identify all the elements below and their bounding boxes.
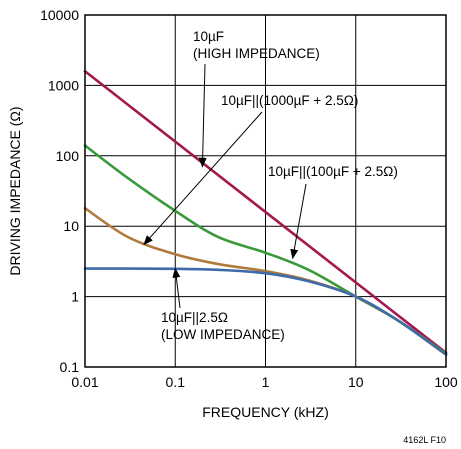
x-tick-label: 100 xyxy=(434,374,458,390)
y-tick-label: 10000 xyxy=(40,7,79,23)
annotation-high-impedance-line2: (HIGH IMPEDANCE) xyxy=(193,46,320,61)
annotation-100uf-arrow xyxy=(290,183,307,260)
plot-frame xyxy=(84,14,447,368)
annotation-high-impedance-line1: 10µF xyxy=(193,29,224,44)
series-group xyxy=(83,69,448,356)
annotation-low-impedance-line1: 10µF||2.5Ω xyxy=(161,310,228,325)
annotation-high-impedance-arrow xyxy=(198,63,207,168)
annotation-1000uf-label: 10µF||(1000µF + 2.5Ω) xyxy=(221,93,358,108)
x-tick-label: 10 xyxy=(348,374,364,390)
x-tick-label: 1 xyxy=(262,374,270,390)
y-tick-label: 10 xyxy=(63,218,79,234)
y-tick-label: 0.1 xyxy=(60,359,80,375)
x-tick-label: 0.01 xyxy=(71,374,98,390)
y-tick-label: 100 xyxy=(56,148,80,164)
y-tick-label: 1000 xyxy=(48,77,79,93)
annotations: 10µF (HIGH IMPEDANCE) 10µF||(1000µF + 2.… xyxy=(143,29,398,342)
annotation-low-impedance-line2: (LOW IMPEDANCE) xyxy=(161,327,285,342)
annotation-low-impedance-arrow xyxy=(172,267,181,309)
x-axis-label: FREQUENCY (kHZ) xyxy=(202,404,329,420)
x-tick-label: 0.1 xyxy=(166,374,186,390)
series-line xyxy=(83,69,448,355)
grid xyxy=(85,15,446,367)
y-tick-label: 1 xyxy=(71,289,79,305)
annotation-100uf-label: 10µF||(100µF + 2.5Ω) xyxy=(268,164,398,179)
series-line xyxy=(83,267,448,356)
y-axis-label: DRIVING IMPEDANCE (Ω) xyxy=(7,106,23,275)
figure-id: 4162L F10 xyxy=(403,435,446,445)
annotation-1000uf-arrow xyxy=(143,111,263,246)
